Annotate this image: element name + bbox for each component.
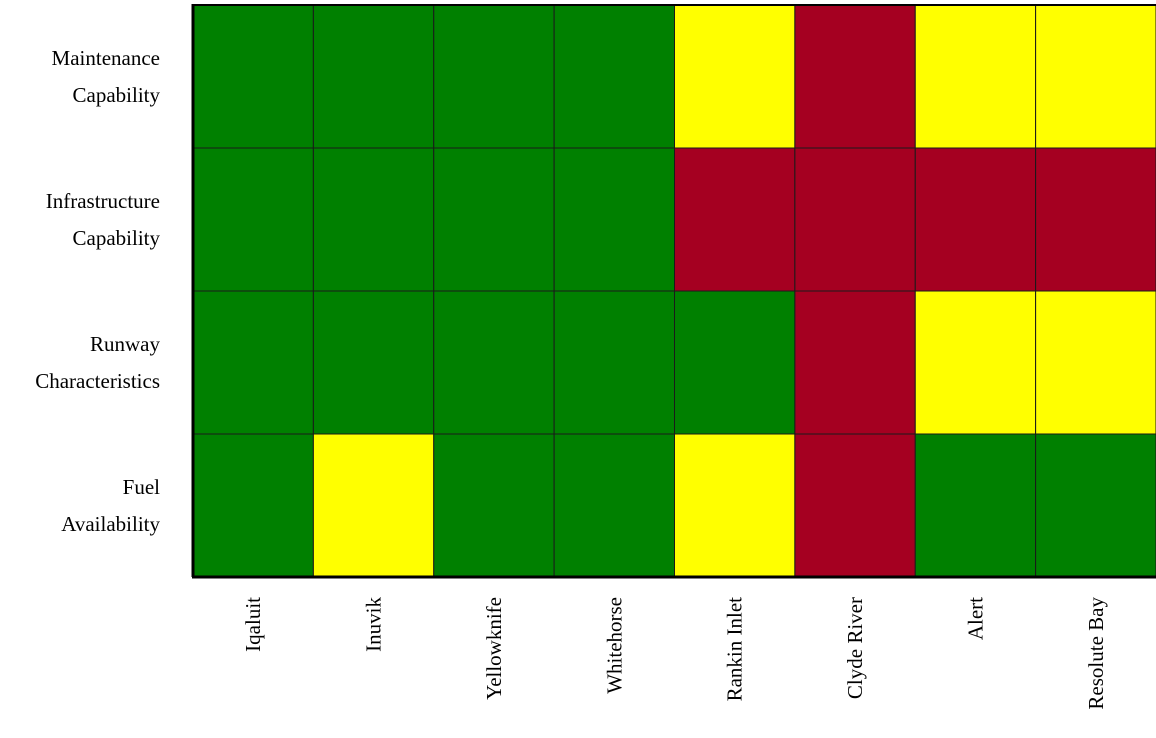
heatmap-cell <box>433 4 555 149</box>
row-label: Maintenance Capability <box>52 46 161 107</box>
column-labels: Iqaluit Inuvik Yellowknife Whitehorse Rankin… <box>241 597 1108 710</box>
row-label-line: Characteristics <box>35 369 160 393</box>
heatmap-cell <box>312 290 435 435</box>
column-label: Clyde River <box>843 597 867 699</box>
row-label-line: Fuel <box>123 475 161 499</box>
row-label: Infrastructure Capability <box>46 189 161 250</box>
column-label: Whitehorse <box>602 597 626 694</box>
heatmap-cell <box>192 290 314 435</box>
heatmap-cells <box>192 4 1156 578</box>
column-label: Alert <box>963 597 987 640</box>
heatmap-cell <box>1035 147 1156 292</box>
row-label-line: Infrastructure <box>46 189 160 213</box>
row-label-line: Maintenance <box>52 46 160 70</box>
heatmap-cell <box>553 433 675 578</box>
row-label: Fuel Availability <box>61 475 160 536</box>
heatmap-cell <box>553 147 675 292</box>
heatmap-cell <box>674 290 796 435</box>
heatmap-cell <box>794 147 916 292</box>
row-label-line: Runway <box>90 332 160 356</box>
heatmap-cell <box>1035 4 1156 149</box>
column-label: Rankin Inlet <box>723 597 747 702</box>
heatmap-cell <box>914 433 1037 578</box>
heatmap-cell <box>794 4 916 149</box>
heatmap-cell <box>433 147 555 292</box>
heatmap-cell <box>553 290 675 435</box>
heatmap-cell <box>312 4 435 149</box>
heatmap-cell <box>312 433 435 578</box>
heatmap-cell <box>674 433 796 578</box>
row-label-line: Capability <box>73 226 161 250</box>
heatmap-cell <box>674 147 796 292</box>
column-label: Resolute Bay <box>1084 597 1108 710</box>
heatmap-cell <box>433 290 555 435</box>
column-label: Yellowknife <box>482 597 506 700</box>
row-label-line: Capability <box>73 83 161 107</box>
heatmap-cell <box>674 4 796 149</box>
column-label: Inuvik <box>362 597 386 652</box>
heatmap-cell <box>914 147 1037 292</box>
row-labels: Maintenance Capability Infrastructure Capab… <box>35 46 160 536</box>
heatmap-cell <box>914 290 1037 435</box>
heatmap-cell <box>553 4 675 149</box>
heatmap-cell <box>914 4 1037 149</box>
row-label: Runway Characteristics <box>35 332 160 393</box>
row-label-line: Availability <box>61 512 160 536</box>
heatmap-cell <box>1035 290 1156 435</box>
heatmap-cell <box>192 4 314 149</box>
heatmap-cell <box>794 433 916 578</box>
heatmap-cell <box>1035 433 1156 578</box>
column-label: Iqaluit <box>241 597 265 652</box>
heatmap-cell <box>192 433 314 578</box>
heatmap-cell <box>433 433 555 578</box>
heatmap-cell <box>794 290 916 435</box>
heatmap-cell <box>192 147 314 292</box>
heatmap-cell <box>312 147 435 292</box>
